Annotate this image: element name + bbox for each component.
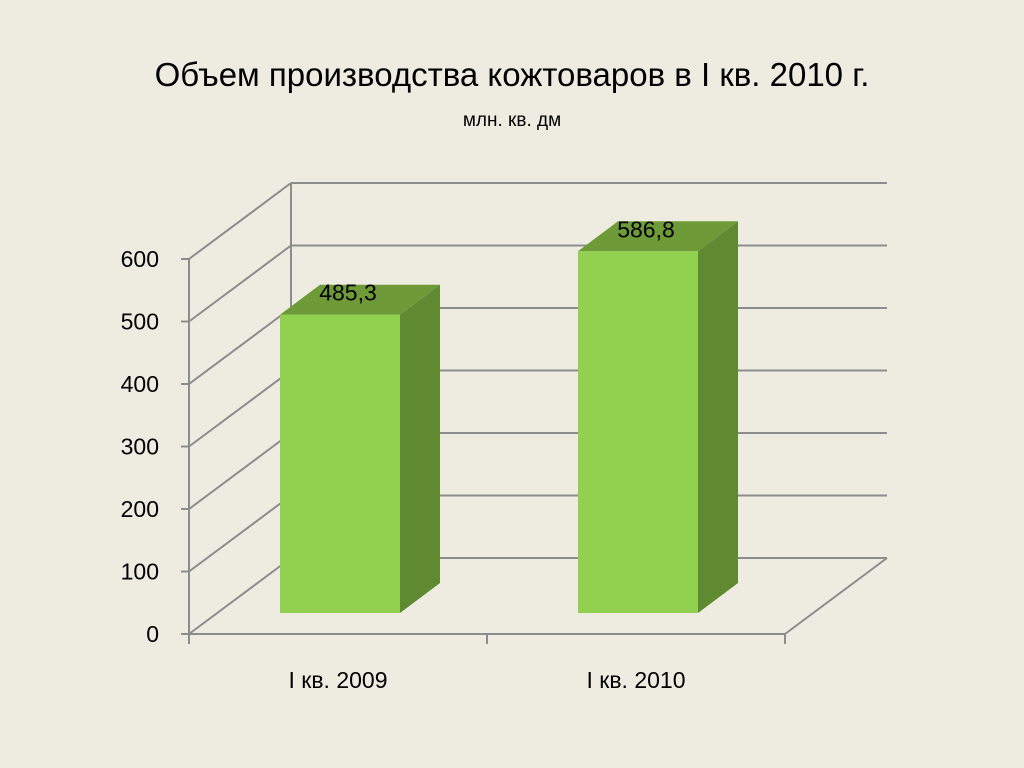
y-tick-label: 300 xyxy=(121,434,159,460)
gridline-side xyxy=(188,557,292,635)
bar-side-face xyxy=(698,221,738,613)
bar-value-label: 586,8 xyxy=(617,216,675,242)
y-tick-label: 400 xyxy=(121,371,159,397)
bar-side-face xyxy=(400,284,440,613)
y-tick-label: 500 xyxy=(121,309,159,335)
y-tick-label: 100 xyxy=(121,559,159,585)
bar-2 xyxy=(578,251,698,613)
gridline-side xyxy=(188,432,292,510)
y-tick-label: 200 xyxy=(121,496,159,522)
chart-title: Объем производства кожтоваров в I кв. 20… xyxy=(154,56,870,93)
gridline-side xyxy=(188,369,292,448)
gridline-side xyxy=(188,307,292,385)
labels: 0 100 200 300 400 500 600 485,3 I кв. 2009 586,8 I… xyxy=(121,216,686,693)
x-category-label: I кв. 2009 xyxy=(288,667,387,693)
floor-right-edge xyxy=(784,557,888,635)
chart-subtitle: млн. кв. дм xyxy=(462,110,562,131)
y-tick-label: 0 xyxy=(146,621,159,647)
bar-top-face xyxy=(280,284,440,315)
bars xyxy=(280,221,738,613)
bar-1 xyxy=(280,314,400,613)
bar-top-face xyxy=(578,221,738,252)
bar-value-label: 485,3 xyxy=(319,280,377,306)
gridline-side xyxy=(188,182,292,260)
gridline-side xyxy=(188,244,292,323)
gridline-side xyxy=(188,494,292,573)
y-tick-label: 600 xyxy=(121,246,159,272)
x-category-label: I кв. 2010 xyxy=(586,667,685,693)
